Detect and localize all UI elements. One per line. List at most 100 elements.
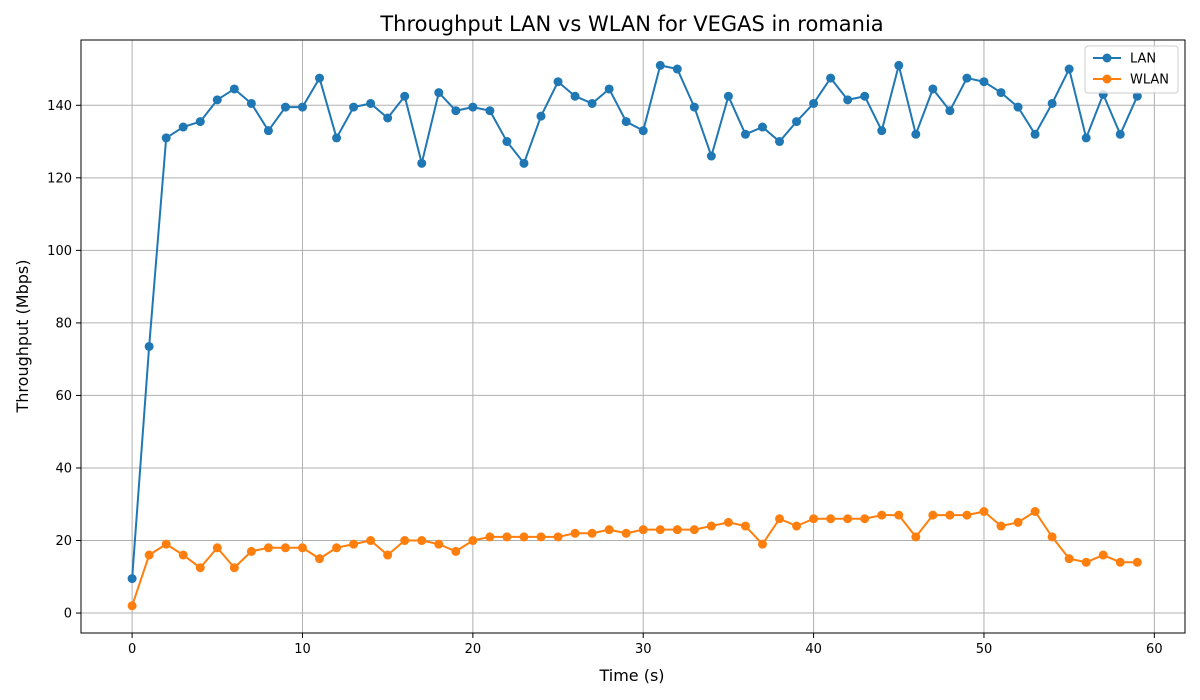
series-layer [127, 60, 1142, 611]
y-tick-label: 40 [55, 461, 72, 476]
data-point-wlan [127, 601, 137, 611]
data-point-wlan [400, 536, 410, 546]
data-point-wlan [604, 525, 614, 535]
y-axis-title: Throughput (Mbps) [13, 260, 32, 414]
data-point-wlan [1064, 554, 1074, 564]
y-tick-label: 60 [55, 389, 72, 404]
series-line-wlan [131, 510, 1138, 607]
data-point-lan [502, 137, 512, 147]
x-tick-label: 10 [294, 642, 311, 657]
data-point-wlan [723, 517, 733, 527]
data-point-lan [212, 95, 222, 105]
data-point-wlan [212, 543, 222, 553]
data-point-wlan [1132, 557, 1142, 567]
data-point-wlan [383, 550, 393, 560]
data-point-wlan [246, 546, 256, 556]
data-point-wlan [434, 539, 444, 549]
data-point-lan [570, 91, 580, 101]
data-point-wlan [843, 514, 853, 524]
y-tick-label: 140 [47, 99, 72, 114]
chart-title: Throughput LAN vs WLAN for VEGAS in roma… [379, 12, 883, 36]
data-point-wlan [570, 528, 580, 538]
data-point-wlan [740, 521, 750, 531]
data-point-lan [740, 129, 750, 139]
axis-ticks: 0 10 20 30 40 50 60 0 20 40 60 80 100 120 140 [47, 99, 1162, 657]
x-tick-label: 50 [976, 642, 993, 657]
data-point-wlan [757, 539, 767, 549]
data-point-lan [1013, 102, 1023, 112]
x-tick-label: 20 [465, 642, 482, 657]
data-point-lan [280, 102, 290, 112]
data-point-lan [996, 88, 1006, 98]
data-point-lan [655, 60, 665, 70]
data-point-wlan [366, 536, 376, 546]
data-point-lan [792, 117, 802, 127]
data-point-lan [519, 158, 529, 168]
y-tick-label: 20 [55, 534, 72, 549]
data-point-lan [1115, 129, 1125, 139]
y-tick-label: 120 [47, 171, 72, 186]
data-point-wlan [297, 543, 307, 553]
data-point-lan [877, 126, 887, 136]
data-point-lan [127, 574, 137, 584]
data-point-lan [349, 102, 359, 112]
data-point-wlan [638, 525, 648, 535]
data-point-lan [1064, 64, 1074, 74]
data-point-lan [706, 151, 716, 161]
data-point-lan [826, 73, 836, 83]
data-point-wlan [502, 532, 512, 542]
data-point-wlan [161, 539, 171, 549]
data-point-wlan [809, 514, 819, 524]
data-point-wlan [1030, 506, 1040, 516]
data-point-lan [195, 117, 205, 127]
data-point-wlan [775, 514, 785, 524]
data-point-lan [979, 77, 989, 87]
data-point-wlan [1081, 557, 1091, 567]
x-axis-title: Time (s) [598, 666, 664, 685]
data-point-lan [757, 122, 767, 132]
data-point-wlan [792, 521, 802, 531]
data-point-lan [638, 126, 648, 136]
data-point-lan [383, 113, 393, 123]
data-point-lan [366, 98, 376, 108]
data-point-wlan [485, 532, 495, 542]
data-point-wlan [332, 543, 342, 553]
data-point-lan [809, 98, 819, 108]
legend-label: LAN [1130, 52, 1156, 67]
y-tick-label: 100 [47, 244, 72, 259]
data-point-wlan [826, 514, 836, 524]
data-point-wlan [621, 528, 631, 538]
data-point-lan [161, 133, 171, 143]
data-point-lan [468, 102, 478, 112]
y-tick-label: 80 [55, 316, 72, 331]
data-point-lan [434, 88, 444, 98]
data-point-wlan [178, 550, 188, 560]
data-point-wlan [911, 532, 921, 542]
data-point-wlan [451, 546, 461, 556]
data-point-wlan [536, 532, 546, 542]
data-point-wlan [689, 525, 699, 535]
data-point-lan [263, 126, 273, 136]
data-point-lan [962, 73, 972, 83]
data-point-wlan [894, 510, 904, 520]
legend: LAN WLAN [1084, 45, 1179, 94]
data-point-wlan [553, 532, 563, 542]
data-point-wlan [1115, 557, 1125, 567]
data-point-lan [911, 129, 921, 139]
data-point-wlan [655, 525, 665, 535]
data-point-wlan [1013, 517, 1023, 527]
data-point-wlan [315, 554, 325, 564]
data-point-wlan [468, 536, 478, 546]
data-point-wlan [996, 521, 1006, 531]
data-point-lan [229, 84, 239, 94]
legend-item-lan: LAN [1093, 52, 1156, 67]
legend-item-wlan: WLAN [1093, 73, 1169, 88]
data-point-wlan [979, 506, 989, 516]
data-point-lan [945, 106, 955, 116]
data-point-lan [451, 106, 461, 116]
y-tick-label: 0 [64, 607, 72, 622]
data-point-lan [928, 84, 938, 94]
x-tick-label: 40 [805, 642, 822, 657]
data-point-wlan [144, 550, 154, 560]
